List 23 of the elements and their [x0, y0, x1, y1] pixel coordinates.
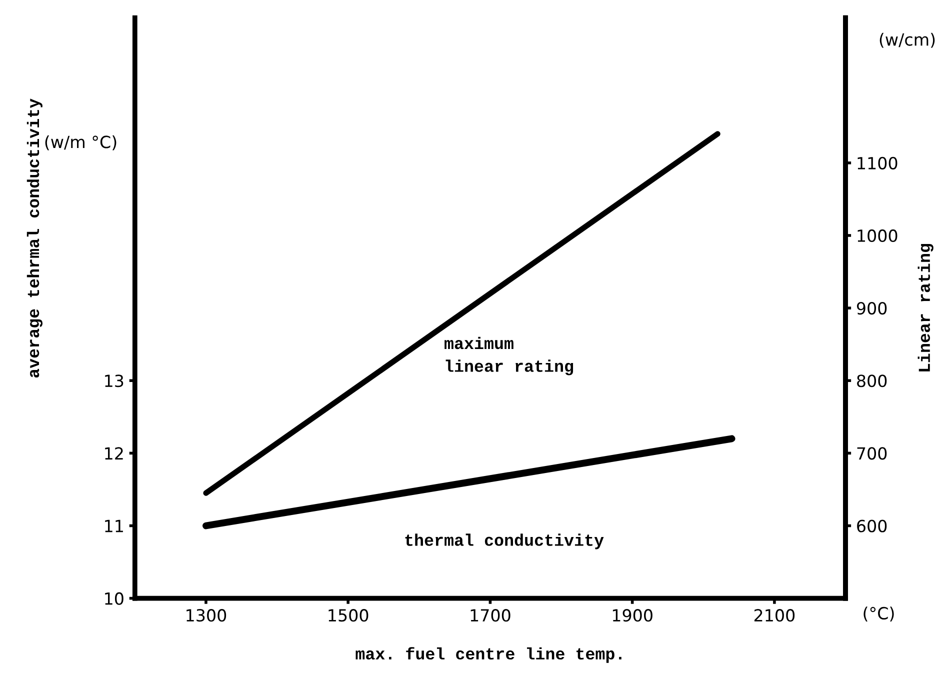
x-tick-label: 1300	[186, 609, 226, 622]
y-tick-label: 10	[105, 592, 124, 605]
y2-tick-label: 800	[857, 374, 887, 388]
y-tick-label: 13	[105, 374, 124, 388]
y-tick-label: 11	[105, 520, 123, 532]
text: thermal conductivity	[405, 534, 604, 550]
x-tick-label: 2100	[754, 609, 795, 622]
x-tick-label: 1900	[612, 609, 652, 622]
y2-tick-label: 1000	[858, 229, 898, 242]
text: (°C)	[864, 606, 894, 622]
x-tick-label: 1500	[328, 609, 368, 622]
y2-tick-label: 700	[857, 447, 887, 460]
text: (w/m °C)	[45, 135, 116, 150]
y2-tick-label: 1100	[858, 156, 898, 170]
series-label: maximum linear rating	[444, 336, 574, 376]
y2-tick-label: 900	[856, 302, 887, 315]
y-axis-title: average tehrmal conductivity	[26, 98, 43, 378]
x-tick-label: 1700	[470, 609, 510, 622]
x-axis-title: max. fuel centre line temp.	[356, 647, 622, 663]
y2-axis-title: Linear rating	[918, 244, 934, 372]
y-tick-label: 12	[105, 447, 123, 460]
text: (w/cm)	[880, 32, 935, 48]
y2-tick-label: 600	[857, 520, 887, 532]
